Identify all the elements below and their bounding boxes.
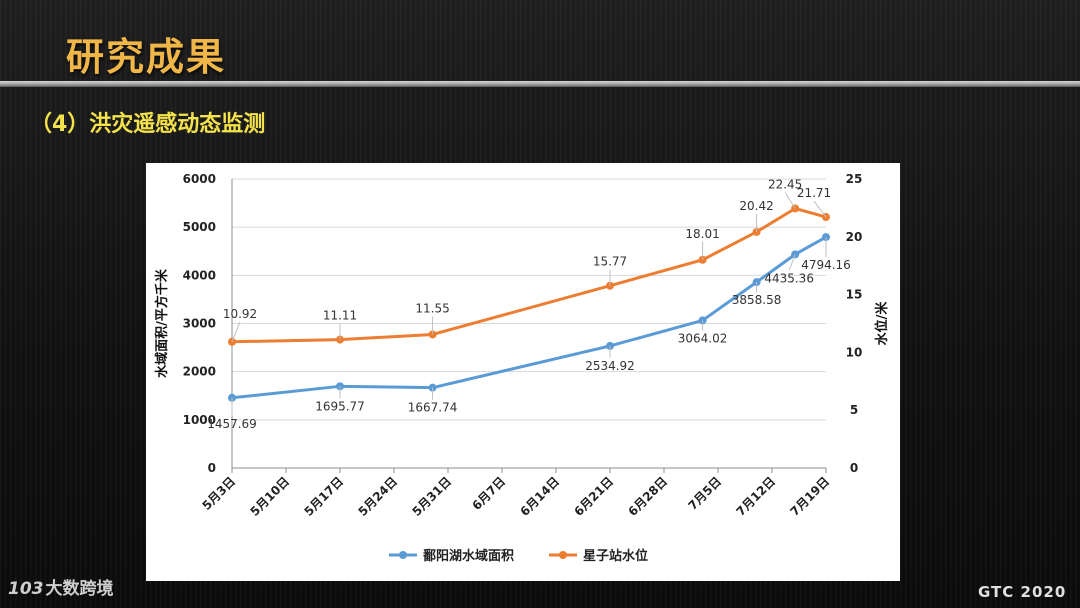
legend-label: 星子站水位 — [583, 548, 648, 564]
data-label: 10.92 — [223, 307, 257, 321]
watermark-text: 大数跨境 — [45, 579, 114, 599]
dual-axis-line-chart: 0 1000 2000 3000 4000 5000 6000 0 5 10 15 20 25 水域面积/… — [154, 172, 890, 564]
x-tick-label: 5月10日 — [248, 474, 293, 519]
data-label: 1695.77 — [315, 399, 365, 413]
data-label: 15.77 — [593, 255, 627, 269]
x-tick-label: 6月7日 — [469, 474, 508, 513]
data-label-leader — [784, 192, 796, 209]
y-right-tick-label: 15 — [846, 288, 863, 302]
data-label: 18.01 — [685, 227, 719, 241]
data-label: 4435.36 — [764, 271, 814, 285]
data-label-leader — [813, 200, 827, 218]
data-label-leader — [231, 321, 241, 342]
data-point — [336, 335, 344, 344]
y-left-tick-label: 5000 — [183, 220, 216, 234]
x-tick-label: 6月21日 — [572, 474, 617, 519]
y-right-tick-label: 10 — [846, 345, 863, 359]
data-label: 22.45 — [768, 177, 802, 191]
series-line — [231, 235, 827, 400]
y-right-tick-label: 25 — [846, 172, 863, 186]
x-tick-label: 5月3日 — [199, 474, 238, 513]
legend-marker — [399, 551, 407, 559]
brand-label: GTC 2020 — [978, 583, 1067, 601]
data-label: 3858.58 — [732, 293, 782, 307]
y-left-tick-label: 2000 — [183, 365, 216, 379]
y-left-tick-label: 3000 — [183, 317, 216, 331]
y-left-tick-label: 6000 — [183, 172, 216, 186]
x-tick-label: 7月5日 — [685, 474, 724, 513]
slide-title: 研究成果 — [66, 35, 227, 79]
y-right-tick-label: 0 — [850, 461, 858, 475]
data-label: 2534.92 — [585, 359, 635, 373]
watermark-logo: 103 — [8, 579, 44, 599]
y-left-tick-label: 4000 — [183, 268, 216, 282]
x-tick-label: 7月12日 — [734, 474, 779, 519]
x-tick-label: 6月14日 — [518, 474, 563, 519]
x-tick-label: 7月19日 — [788, 474, 833, 519]
data-label: 3064.02 — [678, 331, 728, 345]
y-left-tick-label: 1000 — [183, 413, 216, 427]
data-label: 20.42 — [739, 199, 773, 213]
data-label: 1457.69 — [207, 417, 257, 431]
y-left-axis-title: 水域面积/平方千米 — [154, 268, 170, 378]
data-label-leader — [788, 254, 796, 271]
y-right-tick-label: 5 — [850, 403, 858, 417]
x-tick-label: 5月17日 — [302, 474, 347, 519]
series-line — [231, 206, 827, 344]
legend-label: 鄱阳湖水域面积 — [422, 548, 514, 564]
slide-subtitle: （4）洪灾遥感动态监测 — [30, 112, 266, 137]
data-label: 4794.16 — [801, 258, 851, 272]
data-label: 1667.74 — [408, 401, 458, 415]
legend-marker — [559, 551, 567, 559]
data-label: 21.71 — [797, 186, 831, 200]
y-left-tick-label: 0 — [208, 461, 216, 475]
x-tick-label: 5月31日 — [410, 474, 455, 519]
x-tick-label: 6月28日 — [626, 474, 671, 519]
chart-panel: 0 1000 2000 3000 4000 5000 6000 0 5 10 15 20 25 水域面积/… — [146, 163, 900, 581]
data-label: 11.55 — [415, 301, 449, 315]
y-right-tick-label: 20 — [846, 230, 863, 244]
x-tick-label: 5月24日 — [356, 474, 401, 519]
watermark: 103 大数跨境 — [8, 574, 114, 599]
title-divider — [0, 81, 1080, 87]
y-right-axis-title: 水位/米 — [874, 301, 890, 346]
data-label: 11.11 — [323, 309, 357, 323]
